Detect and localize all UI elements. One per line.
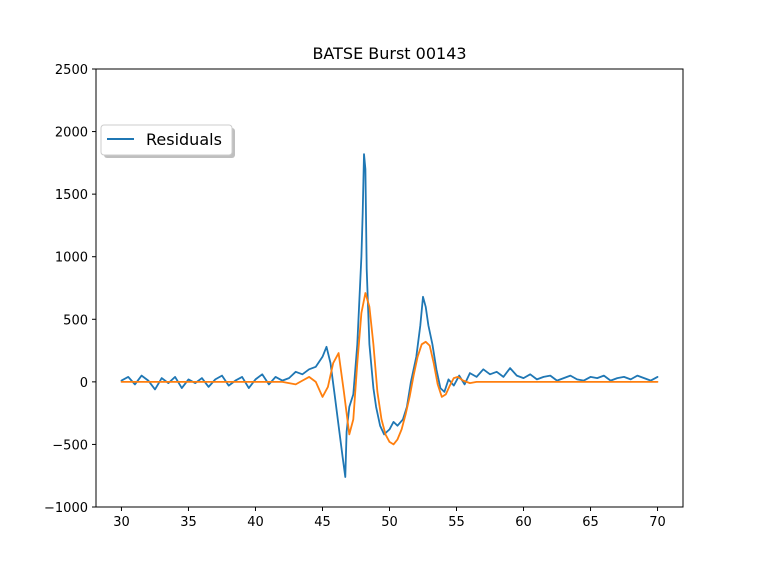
x-tick-label-40: 40 [247,515,264,530]
legend-label-residuals: Residuals [146,130,222,149]
legend-box [100,124,233,156]
y-tick-label-0: 0 [80,376,88,391]
y-tick-label-1000: 1000 [55,251,88,266]
x-tick-label-60: 60 [515,515,532,530]
x-tick-label-45: 45 [314,515,331,530]
y-tick-label-2500: 2500 [55,63,88,78]
y-tick-label-500: 500 [63,313,88,328]
plot-frame [95,68,684,508]
x-tick-label-50: 50 [381,515,398,530]
x-tick-label-55: 55 [448,515,465,530]
x-tick-label-30: 30 [113,515,130,530]
series-line-residuals [120,153,659,478]
y-tick-label-1500: 1500 [55,188,88,203]
x-tick-label-70: 70 [649,515,666,530]
series-line-series-1 [120,292,659,446]
x-tick-label-35: 35 [180,515,197,530]
axis-layer: 30 35 40 45 50 55 60 65 70 −1000 −500 0 500 1000 1500 2… [44,63,666,530]
y-tick-label--1000: −1000 [44,501,88,516]
chart-title: BATSE Burst 00143 [312,44,466,63]
y-tick-label--500: −500 [52,438,88,453]
legend: Residuals [100,124,235,158]
y-tick-label-2000: 2000 [55,126,88,141]
x-tick-label-65: 65 [582,515,599,530]
series-layer [120,153,659,478]
